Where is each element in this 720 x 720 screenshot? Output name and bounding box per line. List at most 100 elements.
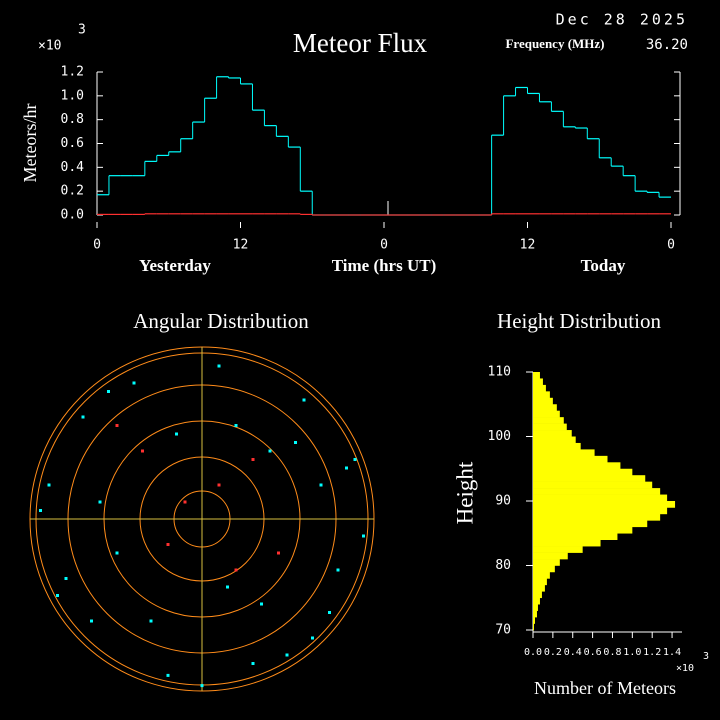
point (353, 458, 357, 461)
bar (533, 610, 537, 618)
point (107, 390, 110, 393)
y-tick-label: 1.0 (61, 88, 84, 103)
x-tick-label: 0 (667, 238, 675, 253)
multiplier: ×10 (38, 39, 61, 54)
bar (533, 449, 595, 457)
y-tick-label: 70 (495, 623, 511, 638)
point (98, 500, 102, 504)
x-tick-label: 0 (93, 238, 101, 253)
point (132, 381, 136, 385)
bar (533, 410, 560, 418)
point (336, 568, 340, 572)
x-label: Today (581, 256, 626, 275)
x-tick-label: 0 (380, 238, 388, 253)
bar (533, 559, 560, 566)
y-tick-label: 110 (488, 365, 511, 380)
frequency: 36.20 (646, 37, 688, 53)
y-tick-label: 80 (495, 558, 511, 573)
x-axis-title: Number of Meteors (534, 678, 676, 698)
point (115, 551, 119, 555)
y-tick-label: 0.4 (61, 160, 85, 175)
x-tick-label: 12 (520, 238, 536, 253)
bar (533, 578, 547, 586)
bar (533, 462, 621, 470)
bar (533, 501, 676, 508)
flux-title: Meteor Flux (293, 28, 428, 58)
bar (533, 507, 668, 515)
x-tick-label: 0.6 (584, 647, 602, 658)
point (81, 415, 85, 419)
bar (533, 617, 535, 624)
x-tick-label: 1.2 (643, 647, 661, 658)
bar (533, 378, 543, 386)
point (234, 568, 238, 572)
point (302, 398, 306, 402)
exponent: 3 (78, 23, 86, 38)
bar (533, 571, 550, 579)
frequency-label: Frequency (MHz) (505, 36, 604, 51)
polar-grid (29, 346, 375, 692)
bar (533, 404, 557, 411)
height-title: Height Distribution (497, 309, 661, 333)
bar (533, 604, 538, 611)
point (217, 483, 221, 487)
exponent: 3 (703, 651, 709, 662)
point (64, 577, 68, 580)
point (90, 619, 93, 623)
bar (533, 533, 618, 540)
y-tick-label: 90 (495, 494, 511, 509)
point (56, 594, 59, 597)
point (226, 585, 229, 589)
bar (533, 591, 542, 599)
bar (533, 481, 653, 489)
point (311, 636, 314, 640)
x-label: Yesterday (139, 256, 211, 275)
x-tick-label: 0.2 (544, 647, 562, 658)
bar (533, 430, 572, 437)
bar (533, 423, 567, 431)
bar (533, 552, 568, 560)
y-tick-label: 100 (488, 429, 511, 444)
bar (533, 520, 648, 528)
x-tick-label: 0.0 (524, 647, 542, 658)
point (285, 653, 289, 657)
point (277, 551, 280, 555)
date: Dec 28 2025 (556, 11, 688, 29)
bar (533, 372, 540, 379)
angular-title: Angular Distribution (133, 309, 309, 333)
point (319, 483, 323, 487)
bar (533, 494, 668, 502)
point (268, 449, 272, 453)
bar (533, 436, 576, 444)
point (166, 543, 170, 546)
y-axis-title: Height (452, 461, 477, 524)
y-tick-label: 0.2 (61, 184, 84, 199)
x-tick-label: 1.0 (623, 647, 641, 658)
x-tick-label: 1.4 (663, 647, 681, 658)
bar (533, 442, 581, 450)
point (141, 449, 144, 453)
point (251, 458, 255, 461)
point (260, 602, 263, 606)
bar (533, 475, 646, 482)
point (39, 509, 42, 512)
bar (533, 584, 545, 592)
bar (533, 546, 583, 553)
bar (533, 513, 661, 521)
y-tick-label: 0.6 (61, 136, 84, 151)
x-tick-label: 12 (233, 238, 249, 253)
x-tick-label: 0.8 (603, 647, 621, 658)
bar (533, 397, 553, 405)
bar (533, 384, 546, 392)
point (345, 466, 348, 470)
x-label: Time (hrs UT) (332, 256, 437, 275)
point (115, 424, 119, 427)
point (328, 611, 331, 614)
bar (533, 539, 601, 547)
y-tick-label: 1.2 (61, 65, 84, 80)
point (362, 534, 365, 538)
bar (533, 391, 550, 399)
bar (533, 455, 608, 463)
y-tick-label: 0.0 (61, 208, 84, 223)
